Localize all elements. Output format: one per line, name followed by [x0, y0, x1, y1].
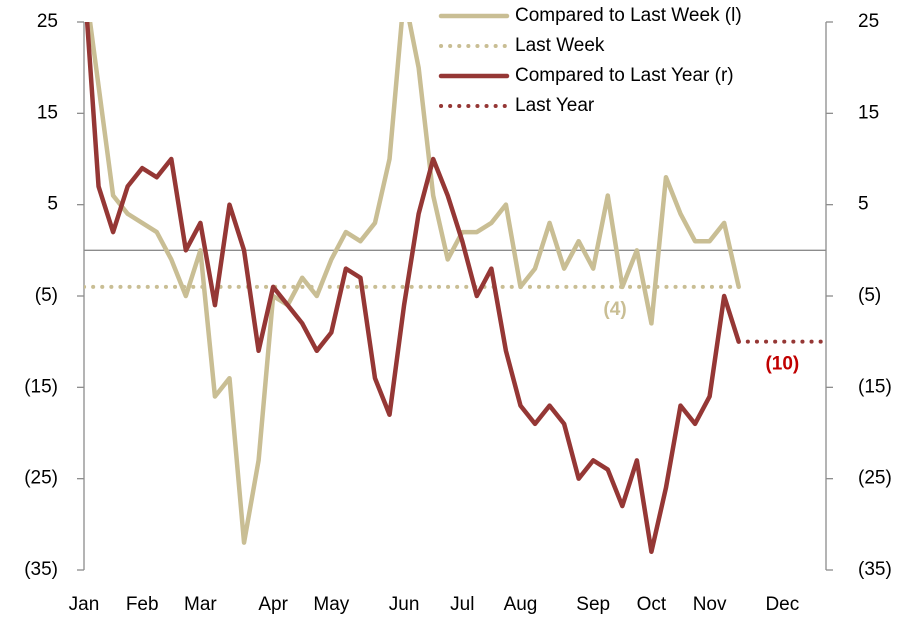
y2-tick-label: (15) — [858, 376, 892, 397]
y-tick-label: (25) — [24, 468, 58, 489]
x-tick-label: Jun — [389, 594, 420, 615]
x-tick-label: Mar — [184, 594, 217, 615]
y2-tick-label: 5 — [858, 194, 869, 215]
y-tick-label: (15) — [24, 376, 58, 397]
x-tick-label: Oct — [637, 594, 667, 615]
y2-tick-label: 15 — [858, 102, 879, 123]
annotation: (4) — [603, 299, 626, 320]
y2-tick-label: (35) — [858, 559, 892, 580]
y2-tick-label: 25 — [858, 11, 879, 32]
y-tick-label: 15 — [37, 102, 58, 123]
legend-label: Compared to Last Week (l) — [515, 5, 742, 26]
x-tick-label: Nov — [693, 594, 727, 615]
x-tick-label: Jul — [450, 594, 474, 615]
x-tick-label: Sep — [576, 594, 610, 615]
x-tick-label: May — [313, 594, 349, 615]
x-tick-label: Aug — [504, 594, 538, 615]
y-tick-label: 5 — [47, 194, 58, 215]
x-tick-label: Apr — [258, 594, 288, 615]
y-tick-label: (35) — [24, 559, 58, 580]
line — [84, 22, 741, 554]
x-tick-label: Feb — [126, 594, 159, 615]
line — [87, 22, 741, 545]
y2-tick-label: (25) — [858, 468, 892, 489]
plot-area — [84, 22, 828, 554]
y-tick-label: 25 — [37, 11, 58, 32]
y-tick-label: (5) — [35, 285, 58, 306]
y2-tick-label: (5) — [858, 285, 881, 306]
legend-label: Last Week — [515, 35, 605, 56]
legend-label: Compared to Last Year (r) — [515, 65, 734, 86]
legend-label: Last Year — [515, 95, 595, 116]
x-tick-label: Dec — [765, 594, 799, 615]
x-tick-label: Jan — [69, 594, 100, 615]
annotation: (10) — [765, 354, 799, 375]
